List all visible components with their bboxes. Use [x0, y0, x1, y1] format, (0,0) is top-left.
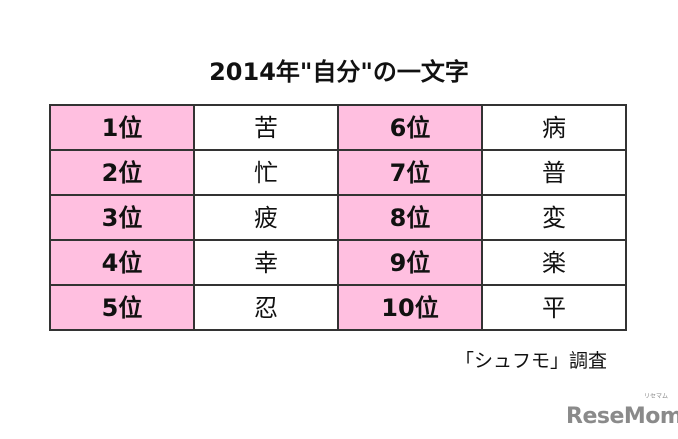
page-title: 2014年"自分"の一文字 — [209, 58, 469, 86]
rank-cell: 2位 — [49, 149, 195, 196]
kanji-cell: 病 — [481, 104, 627, 151]
table-row: 4位幸 9位楽 — [49, 239, 627, 286]
rank-cell: 5位 — [49, 284, 195, 331]
table-row: 3位疲 8位変 — [49, 194, 627, 241]
rank-cell: 6位 — [337, 104, 483, 151]
rank-cell: 9位 — [337, 239, 483, 286]
kanji-cell: 変 — [481, 194, 627, 241]
kanji-cell: 苦 — [193, 104, 339, 151]
ranking-table: 1位苦 6位病 2位忙 7位普 3位疲 8位変 4位幸 9位楽 5位忍 10位平 — [49, 104, 627, 331]
kanji-cell: 幸 — [193, 239, 339, 286]
kanji-cell: 平 — [481, 284, 627, 331]
kanji-cell: 忍 — [193, 284, 339, 331]
kanji-cell: 普 — [481, 149, 627, 196]
resemom-logo: ReseMom — [566, 404, 678, 429]
source-credit: 「シュフモ」調査 — [455, 350, 608, 372]
kanji-cell: 忙 — [193, 149, 339, 196]
rank-cell: 4位 — [49, 239, 195, 286]
kanji-cell: 疲 — [193, 194, 339, 241]
rank-cell: 7位 — [337, 149, 483, 196]
table-row: 1位苦 6位病 — [49, 104, 627, 151]
logo-ruby: リセマム — [644, 393, 669, 400]
rank-cell: 10位 — [337, 284, 483, 331]
rank-cell: 3位 — [49, 194, 195, 241]
table-row: 2位忙 7位普 — [49, 149, 627, 196]
table-row: 5位忍 10位平 — [49, 284, 627, 331]
kanji-cell: 楽 — [481, 239, 627, 286]
rank-cell: 1位 — [49, 104, 195, 151]
rank-cell: 8位 — [337, 194, 483, 241]
